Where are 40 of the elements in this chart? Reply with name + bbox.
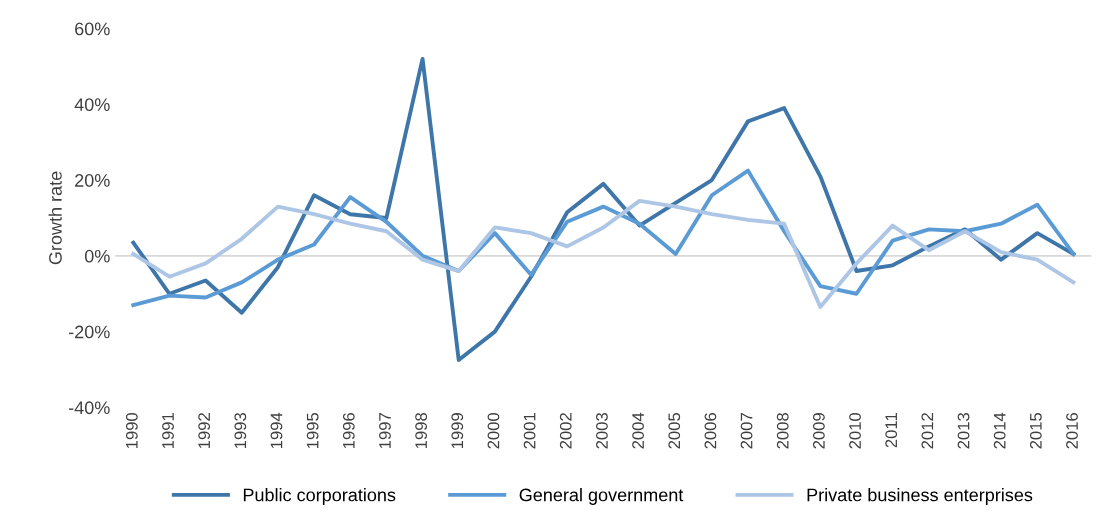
y-tick-label: -20% [68,325,110,339]
x-tick-label: 2000 [487,412,500,449]
line-series [131,56,1076,363]
x-tick-label: 1994 [270,412,283,449]
line-series [131,168,1076,308]
x-tick-label: 2014 [993,412,1006,449]
x-tick-label: 2012 [921,413,934,449]
x-tick-label: 2009 [812,413,825,449]
x-tick-label: 2016 [1066,413,1078,449]
x-tick-label: 2004 [632,412,644,449]
x-tick-label: 2003 [596,413,608,449]
x-tick-label: 1996 [342,413,355,449]
x-tick-label: 2007 [740,413,753,449]
x-tick-label: 1997 [379,413,391,449]
y-tick-label: 20% [75,174,110,187]
legend-label: Private business enterprises [807,488,1033,505]
x-tick-label: 1993 [234,413,247,449]
y-tick-label: 40% [74,98,110,112]
y-axis-title: Growth rate [48,171,62,265]
x-tick-label: 2002 [559,413,572,449]
y-tick-label: -40% [68,401,110,415]
legend-label: General government [519,488,684,505]
x-tick-label: 1992 [198,413,211,449]
x-tick-label: 2010 [849,412,861,449]
line-series [131,198,1076,309]
y-tick-label: 0% [84,249,110,263]
x-tick-label: 2005 [668,412,681,449]
x-tick-label: 1991 [162,413,174,449]
x-tick-label: 1990 [125,412,138,449]
x-tick-label: 2008 [776,413,789,449]
x-tick-label: 1999 [451,413,464,449]
x-tick-label: 2006 [704,413,717,449]
y-tick-label: 60% [75,22,110,36]
x-tick-label: 1998 [415,413,428,449]
x-tick-label: 2013 [957,413,970,449]
x-tick-label: 2011 [885,413,898,448]
x-tick-label: 2015 [1029,412,1042,449]
x-tick-label: 2001 [523,413,536,449]
legend-label: Public corporations [243,488,396,505]
x-tick-label: 1995 [306,412,319,449]
